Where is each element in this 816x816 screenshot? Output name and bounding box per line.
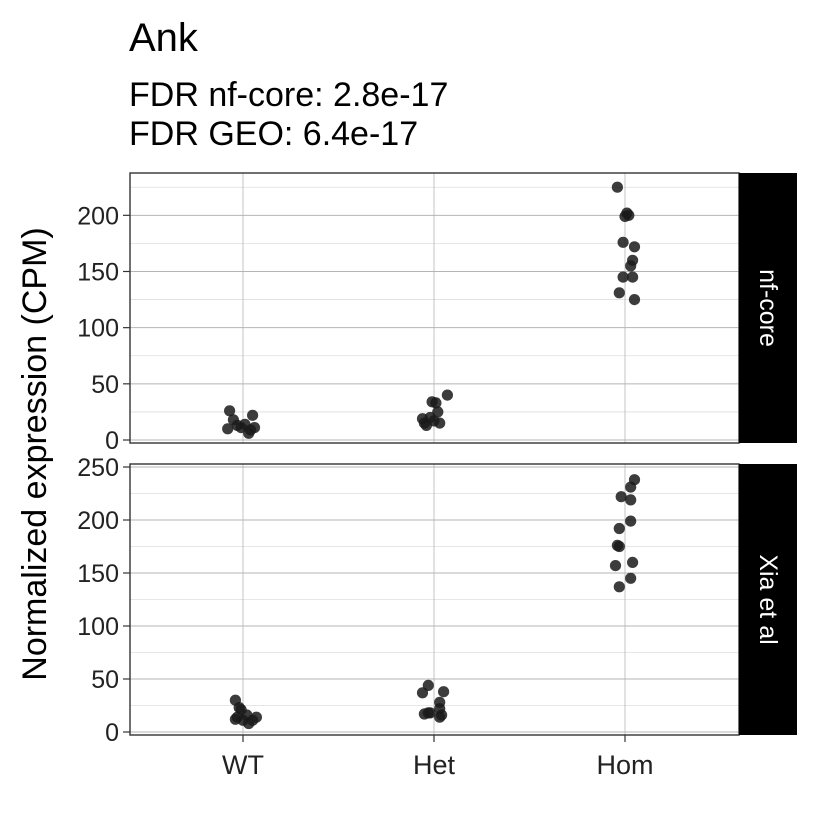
facet-panel-1: 0 50 100 150 200 250 Xia et al [77, 454, 797, 747]
data-point-hom [625, 494, 637, 506]
x-tick-label-het: Het [413, 750, 456, 780]
y-tick-label: 200 [77, 507, 119, 535]
data-point-wt [222, 423, 234, 435]
y-tick-label: 150 [77, 560, 119, 588]
data-point-het [434, 711, 446, 723]
data-point-hom [617, 236, 629, 248]
data-point-hom [625, 260, 637, 272]
data-point-hom [628, 241, 641, 253]
data-point-wt [250, 711, 262, 723]
y-tick-label: 100 [77, 315, 119, 343]
data-point-hom [625, 572, 637, 584]
data-point-hom [617, 271, 629, 283]
y-tick-label: 50 [91, 371, 119, 399]
facet-panels: 0 50 100 150 200 nf-core 0 50 100 150 200 250 Xia et… [77, 172, 797, 747]
facet-strip [739, 464, 797, 735]
y-tick-label: 200 [77, 202, 119, 230]
data-point-hom [613, 581, 625, 593]
y-tick-label: 150 [77, 258, 119, 286]
data-point-hom [625, 515, 637, 527]
data-point-het [434, 417, 446, 429]
data-point-het [430, 397, 442, 409]
data-point-hom [623, 209, 635, 221]
data-point-wt [247, 409, 259, 421]
facet-strip [739, 173, 797, 443]
y-tick-label: 0 [105, 427, 119, 455]
data-point-hom [613, 287, 625, 299]
y-tick-label: 50 [91, 666, 119, 694]
data-point-wt [224, 405, 236, 417]
y-tick-label: 0 [105, 719, 119, 747]
data-point-hom [628, 294, 641, 306]
data-point-het [438, 686, 450, 698]
data-point-hom [613, 522, 625, 535]
data-point-het [441, 389, 453, 401]
data-point-hom [611, 181, 624, 193]
x-tick-label-wt: WT [222, 750, 264, 780]
y-tick-label: 250 [77, 454, 119, 482]
x-tick-label-hom: Hom [596, 750, 653, 780]
data-point-hom [627, 271, 639, 283]
data-point-hom [613, 540, 625, 553]
facet-panel-0: 0 50 100 150 200 nf-core [77, 172, 797, 455]
data-point-wt [248, 422, 261, 434]
y-axis-label: Normalized expression (CPM) [16, 227, 54, 680]
data-point-het [422, 679, 434, 692]
data-point-het [432, 406, 444, 418]
chart-title: Ank [129, 16, 199, 60]
data-point-hom [609, 560, 622, 572]
x-axis: WT Het Hom [222, 735, 654, 780]
facet-strip-label: nf-core [754, 269, 782, 347]
data-point-hom [615, 491, 627, 503]
data-point-het [424, 707, 436, 719]
data-point-hom [625, 481, 637, 493]
data-point-hom [627, 556, 639, 569]
chart-subtitle-nf-core: FDR nf-core: 2.8e-17 [129, 76, 448, 114]
facet-strip-label: Xia et al [754, 554, 782, 644]
y-tick-label: 100 [77, 613, 119, 641]
chart-subtitle-geo: FDR GEO: 6.4e-17 [129, 115, 418, 153]
